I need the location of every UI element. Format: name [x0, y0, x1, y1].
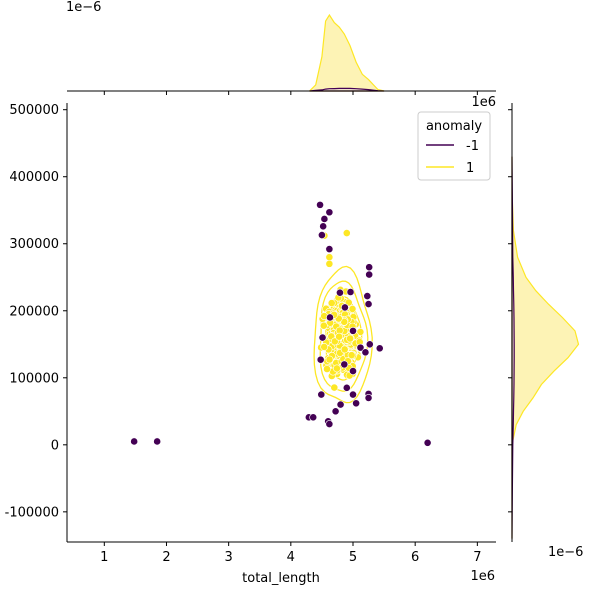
point-normal [327, 299, 336, 307]
point-anomaly [319, 222, 328, 231]
point-anomaly [349, 326, 357, 335]
y-tick-label: 400000 [9, 170, 59, 185]
marginal-y-offset-label: 1e6 [471, 95, 496, 110]
point-anomaly [318, 333, 327, 342]
point-normal [356, 327, 365, 336]
legend-box [417, 111, 491, 181]
marginal-y-density [508, 103, 580, 542]
legend: anomaly -1 1 [417, 111, 491, 181]
x-tick-label: 3 [225, 550, 233, 565]
y-tick-label: 500000 [9, 103, 59, 118]
point-anomaly [352, 399, 361, 408]
point-normal [323, 365, 331, 373]
point-normal [332, 364, 341, 373]
point-anomaly [365, 263, 374, 272]
point-anomaly [316, 355, 325, 364]
point-anomaly [325, 245, 334, 254]
x-offset-label: 1e6 [470, 569, 495, 584]
point-normal [335, 332, 343, 341]
x-tick-label: 7 [473, 550, 481, 565]
point-normal [346, 334, 354, 343]
point-anomaly [364, 300, 373, 308]
legend-label-anomaly: -1 [466, 139, 479, 154]
point-anomaly [316, 200, 324, 209]
point-anomaly [349, 390, 357, 399]
y-tick-label: 0 [51, 438, 59, 453]
point-anomaly [336, 400, 345, 409]
point-anomaly [346, 288, 355, 296]
legend-title: anomaly [426, 119, 482, 134]
x-tick-label: 4 [287, 550, 295, 565]
point-normal [347, 351, 356, 360]
point-anomaly [364, 394, 373, 402]
marginal-x-normal [309, 13, 385, 92]
x-tick-label: 1 [100, 550, 108, 565]
point-anomaly [340, 360, 349, 369]
y-tick-label: 200000 [9, 304, 59, 319]
point-anomaly [318, 231, 326, 239]
point-anomaly [363, 292, 372, 300]
y-tick-label: -100000 [5, 505, 59, 520]
point-normal [342, 229, 351, 237]
point-anomaly [325, 420, 334, 428]
point-anomaly [325, 208, 334, 217]
x-axis-label: total_length [242, 571, 320, 586]
legend-label-normal: 1 [466, 161, 474, 176]
point-normal [325, 253, 334, 262]
point-anomaly [309, 413, 318, 422]
point-anomaly [317, 390, 326, 399]
point-normal [340, 345, 349, 354]
point-normal [325, 355, 334, 364]
scatter-points [130, 200, 432, 447]
point-anomaly [130, 437, 139, 446]
point-normal [325, 259, 334, 268]
point-anomaly [342, 383, 351, 392]
y-tick-label: 100000 [9, 371, 59, 386]
point-anomaly [336, 288, 344, 297]
marginal-y-normal [511, 156, 580, 539]
marginal-x-scale-label: 1e−6 [66, 0, 101, 15]
x-tick-label: 6 [411, 550, 419, 565]
point-anomaly [375, 344, 384, 353]
kde-contour-level [313, 265, 373, 404]
point-anomaly [331, 407, 340, 416]
point-anomaly [423, 438, 432, 447]
main-axes [66, 103, 496, 543]
marginal-x-density [67, 13, 496, 95]
point-anomaly [153, 437, 162, 446]
point-normal [330, 383, 339, 392]
y-tick-label: 300000 [9, 237, 59, 252]
point-anomaly [356, 343, 365, 352]
marginal-y-scale-label: 1e−6 [548, 545, 583, 560]
point-anomaly [320, 215, 329, 223]
point-anomaly [326, 313, 334, 322]
point-anomaly [365, 340, 374, 349]
point-anomaly [365, 270, 374, 279]
x-tick-label: 2 [162, 550, 170, 565]
point-anomaly [341, 303, 349, 312]
point-normal [348, 304, 357, 313]
x-tick-label: 5 [349, 550, 357, 565]
point-anomaly [361, 348, 370, 357]
point-anomaly [349, 367, 357, 375]
axis-ticks: 1 2 3 4 5 6 7 -100000 0 100000 200000 300000 400000 5… [5, 103, 482, 565]
point-normal [320, 342, 329, 351]
point-normal [319, 321, 328, 330]
